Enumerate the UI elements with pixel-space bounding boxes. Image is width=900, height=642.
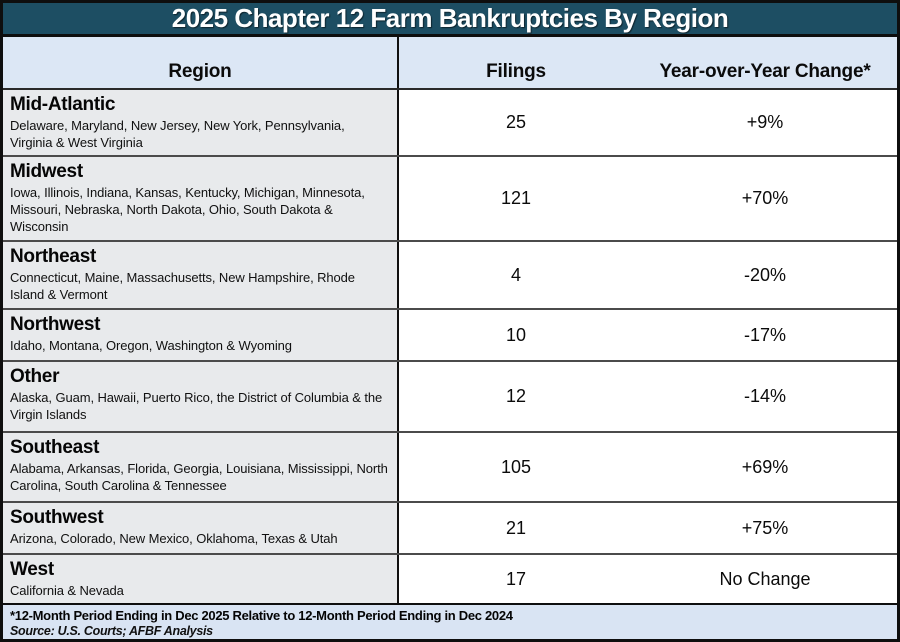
region-name: Midwest bbox=[10, 161, 83, 183]
change-value: +69% bbox=[633, 433, 897, 502]
change-value: No Change bbox=[633, 555, 897, 604]
region-cell: West California & Nevada bbox=[3, 555, 399, 604]
region-states: Alaska, Guam, Hawaii, Puerto Rico, the D… bbox=[10, 389, 383, 423]
change-value: -17% bbox=[633, 310, 897, 361]
table-footer: *12-Month Period Ending in Dec 2025 Rela… bbox=[3, 603, 897, 639]
region-cell: Mid-Atlantic Delaware, Maryland, New Jer… bbox=[3, 90, 399, 156]
title-bar: 2025 Chapter 12 Farm Bankruptcies By Reg… bbox=[3, 3, 897, 37]
table-row: Mid-Atlantic Delaware, Maryland, New Jer… bbox=[3, 88, 897, 156]
region-states: Connecticut, Maine, Massachusetts, New H… bbox=[10, 269, 355, 303]
change-value: +75% bbox=[633, 503, 897, 554]
region-states: Idaho, Montana, Oregon, Washington & Wyo… bbox=[10, 337, 292, 353]
table-row: Northeast Connecticut, Maine, Massachuse… bbox=[3, 240, 897, 309]
region-name: Southeast bbox=[10, 437, 100, 459]
filings-value: 105 bbox=[399, 433, 633, 502]
source-note: Source: U.S. Courts; AFBF Analysis bbox=[10, 624, 213, 639]
region-name: Northeast bbox=[10, 246, 96, 268]
region-cell: Northeast Connecticut, Maine, Massachuse… bbox=[3, 242, 399, 309]
filings-value: 4 bbox=[399, 242, 633, 309]
page-title: 2025 Chapter 12 Farm Bankruptcies By Reg… bbox=[171, 3, 729, 33]
change-value: +9% bbox=[633, 90, 897, 156]
region-cell: Midwest Iowa, Illinois, Indiana, Kansas,… bbox=[3, 157, 399, 241]
footnote: *12-Month Period Ending in Dec 2025 Rela… bbox=[10, 608, 513, 624]
region-states: Iowa, Illinois, Indiana, Kansas, Kentuck… bbox=[10, 184, 365, 235]
table-row: Northwest Idaho, Montana, Oregon, Washin… bbox=[3, 308, 897, 361]
filings-value: 10 bbox=[399, 310, 633, 361]
table-row: Other Alaska, Guam, Hawaii, Puerto Rico,… bbox=[3, 360, 897, 432]
filings-value: 21 bbox=[399, 503, 633, 554]
table-row: Southwest Arizona, Colorado, New Mexico,… bbox=[3, 501, 897, 554]
region-states: Alabama, Arkansas, Florida, Georgia, Lou… bbox=[10, 460, 388, 494]
region-cell: Northwest Idaho, Montana, Oregon, Washin… bbox=[3, 310, 399, 361]
change-value: +70% bbox=[633, 157, 897, 241]
column-header-filings: Filings bbox=[486, 61, 546, 82]
region-name: Mid-Atlantic bbox=[10, 94, 116, 115]
region-name: Southwest bbox=[10, 507, 104, 529]
table-header: Region Filings Year-over-Year Change* bbox=[3, 37, 897, 88]
region-cell: Other Alaska, Guam, Hawaii, Puerto Rico,… bbox=[3, 362, 399, 432]
table-row: Midwest Iowa, Illinois, Indiana, Kansas,… bbox=[3, 155, 897, 241]
region-name: West bbox=[10, 559, 54, 581]
region-cell: Southeast Alabama, Arkansas, Florida, Ge… bbox=[3, 433, 399, 502]
column-header-change: Year-over-Year Change* bbox=[659, 61, 871, 82]
region-states: Arizona, Colorado, New Mexico, Oklahoma,… bbox=[10, 530, 338, 546]
table-row: Southeast Alabama, Arkansas, Florida, Ge… bbox=[3, 431, 897, 502]
table-row: West California & Nevada 17 No Change bbox=[3, 553, 897, 604]
change-value: -14% bbox=[633, 362, 897, 432]
region-cell: Southwest Arizona, Colorado, New Mexico,… bbox=[3, 503, 399, 554]
table-body: Mid-Atlantic Delaware, Maryland, New Jer… bbox=[3, 88, 897, 604]
filings-value: 17 bbox=[399, 555, 633, 604]
column-header-region: Region bbox=[3, 37, 399, 88]
filings-value: 121 bbox=[399, 157, 633, 241]
region-states: California & Nevada bbox=[10, 582, 124, 598]
filings-value: 12 bbox=[399, 362, 633, 432]
filings-value: 25 bbox=[399, 90, 633, 156]
change-value: -20% bbox=[633, 242, 897, 309]
region-name: Northwest bbox=[10, 314, 101, 336]
region-name: Other bbox=[10, 366, 60, 388]
region-states: Delaware, Maryland, New Jersey, New York… bbox=[10, 117, 345, 150]
